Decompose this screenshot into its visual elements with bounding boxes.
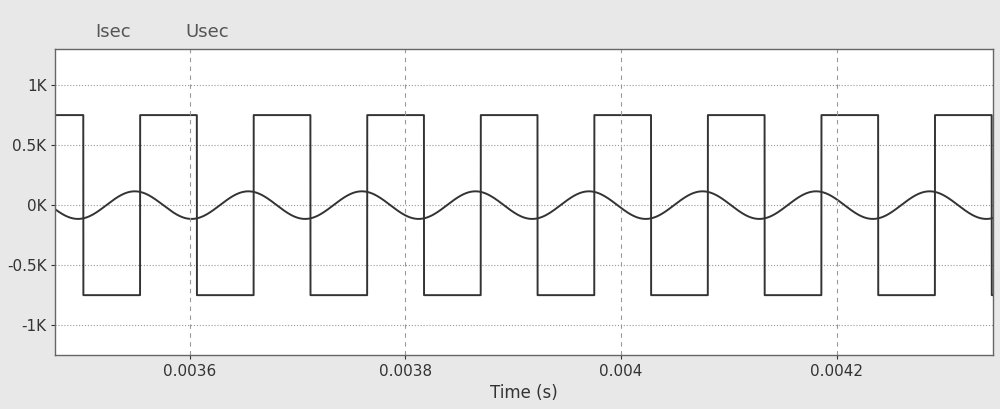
- Text: Usec: Usec: [185, 23, 229, 41]
- X-axis label: Time (s): Time (s): [490, 384, 558, 402]
- Text: Isec: Isec: [95, 23, 131, 41]
